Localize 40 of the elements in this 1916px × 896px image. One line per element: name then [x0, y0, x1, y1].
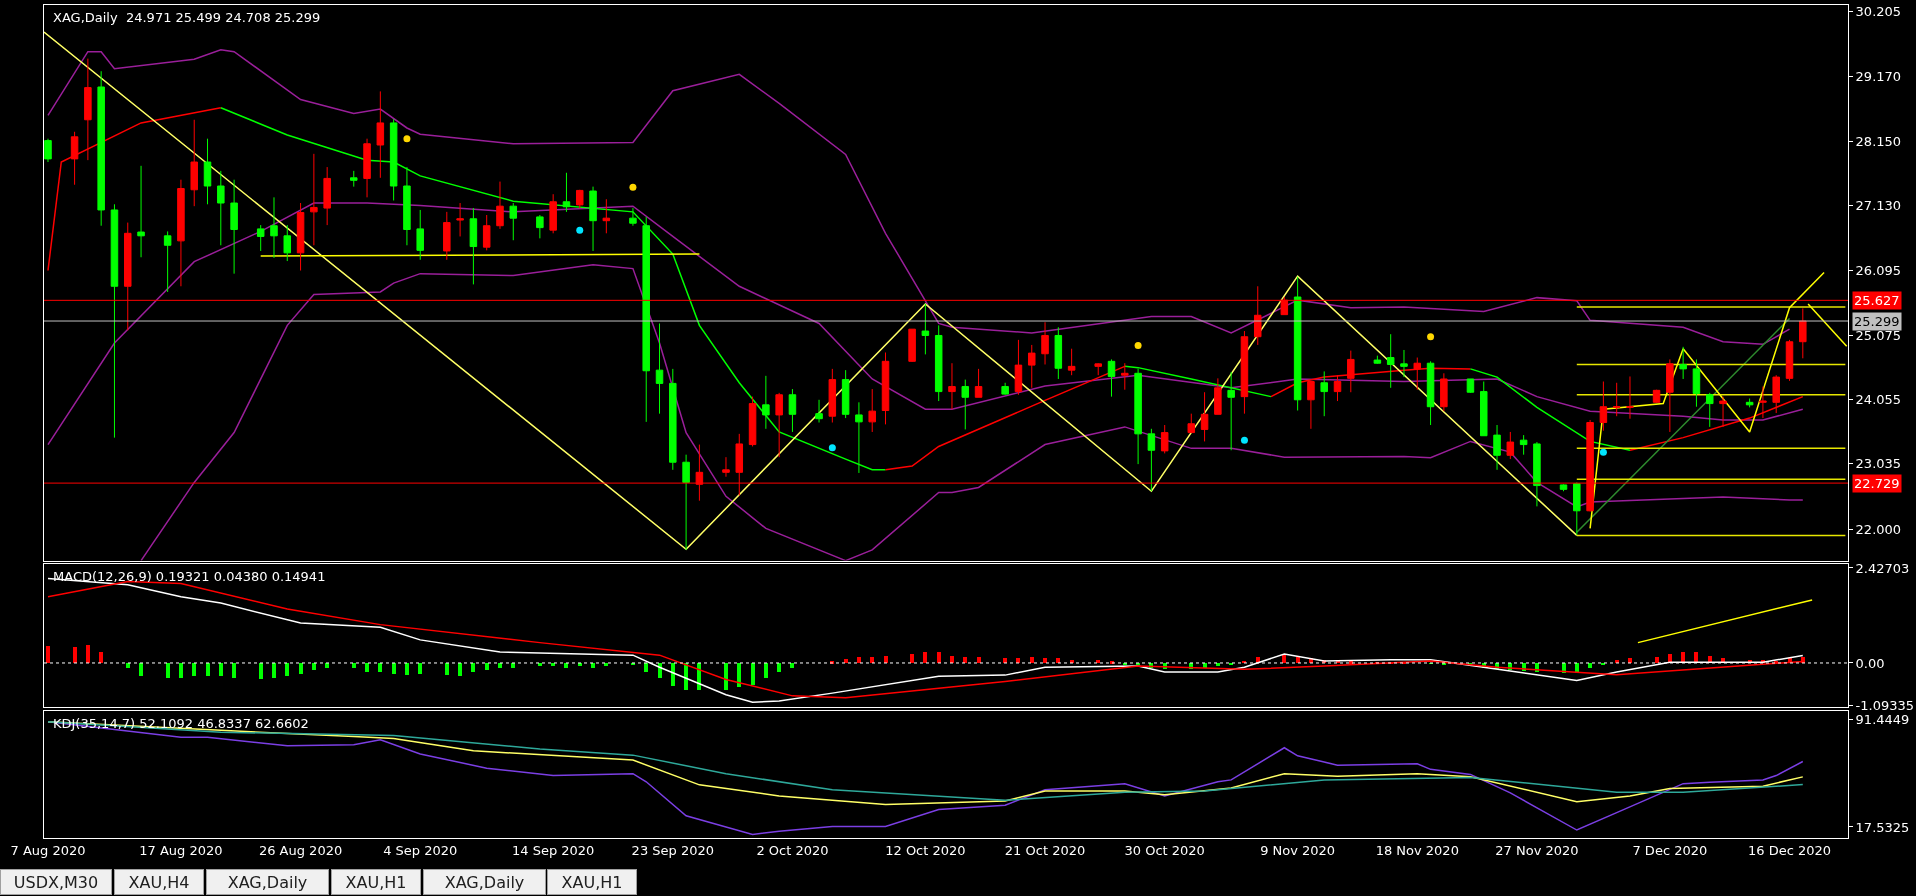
- text: XAG,Daily: [444, 872, 525, 892]
- chart-title: MACD(12,26,9) 0.19321 0.04380 0.14941: [53, 569, 326, 584]
- y-tick-label: 24.055: [1855, 392, 1902, 408]
- text: XAG,Daily: [227, 872, 308, 892]
- x-tick-label: 26 Aug 2020: [258, 842, 343, 858]
- x-tick-label: 12 Oct 2020: [885, 842, 966, 858]
- text: XAU,H1: [561, 872, 623, 892]
- ref-line-label: 22.729: [1854, 476, 1900, 491]
- y-tick-label: 27.130: [1855, 198, 1902, 214]
- y-tick-label: 28.150: [1855, 133, 1902, 149]
- x-tick-label: 4 Sep 2020: [383, 842, 458, 858]
- x-tick-label: 23 Sep 2020: [631, 842, 715, 858]
- ref-line-label: 25.627: [1854, 293, 1900, 308]
- y-tick-label: 29.170: [1855, 69, 1902, 85]
- x-tick-label: 16 Dec 2020: [1747, 842, 1832, 858]
- x-tick-label: 14 Sep 2020: [511, 842, 595, 858]
- y-tick-label: 23.035: [1855, 456, 1902, 472]
- text: USDX,M30: [13, 872, 99, 892]
- y-tick-label: 2.42703: [1855, 560, 1910, 576]
- x-tick-label: 9 Nov 2020: [1260, 842, 1336, 858]
- x-tick-label: 2 Oct 2020: [756, 842, 829, 858]
- x-tick-label: 21 Oct 2020: [1004, 842, 1086, 858]
- x-tick-label: 18 Nov 2020: [1375, 842, 1459, 858]
- y-tick-label: 30.205: [1855, 4, 1902, 20]
- chart-title: XAG,Daily 24.971 25.499 24.708 25.299: [53, 10, 321, 25]
- y-tick-label: 22.000: [1855, 521, 1902, 537]
- y-tick-label: -1.09335: [1855, 698, 1915, 714]
- y-tick-label: 26.095: [1855, 263, 1902, 279]
- ref-line-label: 25.299: [1854, 314, 1900, 329]
- text: XAU,H4: [128, 872, 190, 892]
- y-tick-label: 91.4449: [1855, 712, 1910, 728]
- x-tick-label: 17 Aug 2020: [139, 842, 223, 858]
- y-tick-label: 25.075: [1855, 327, 1902, 343]
- text: XAU,H1: [345, 872, 407, 892]
- x-tick-label: 30 Oct 2020: [1124, 842, 1205, 858]
- x-tick-label: 7 Aug 2020: [10, 842, 86, 858]
- y-tick-label: 0.00: [1855, 655, 1885, 671]
- x-tick-label: 27 Nov 2020: [1495, 842, 1579, 858]
- y-tick-label: 17.5325: [1855, 819, 1910, 835]
- x-tick-label: 7 Dec 2020: [1632, 842, 1708, 858]
